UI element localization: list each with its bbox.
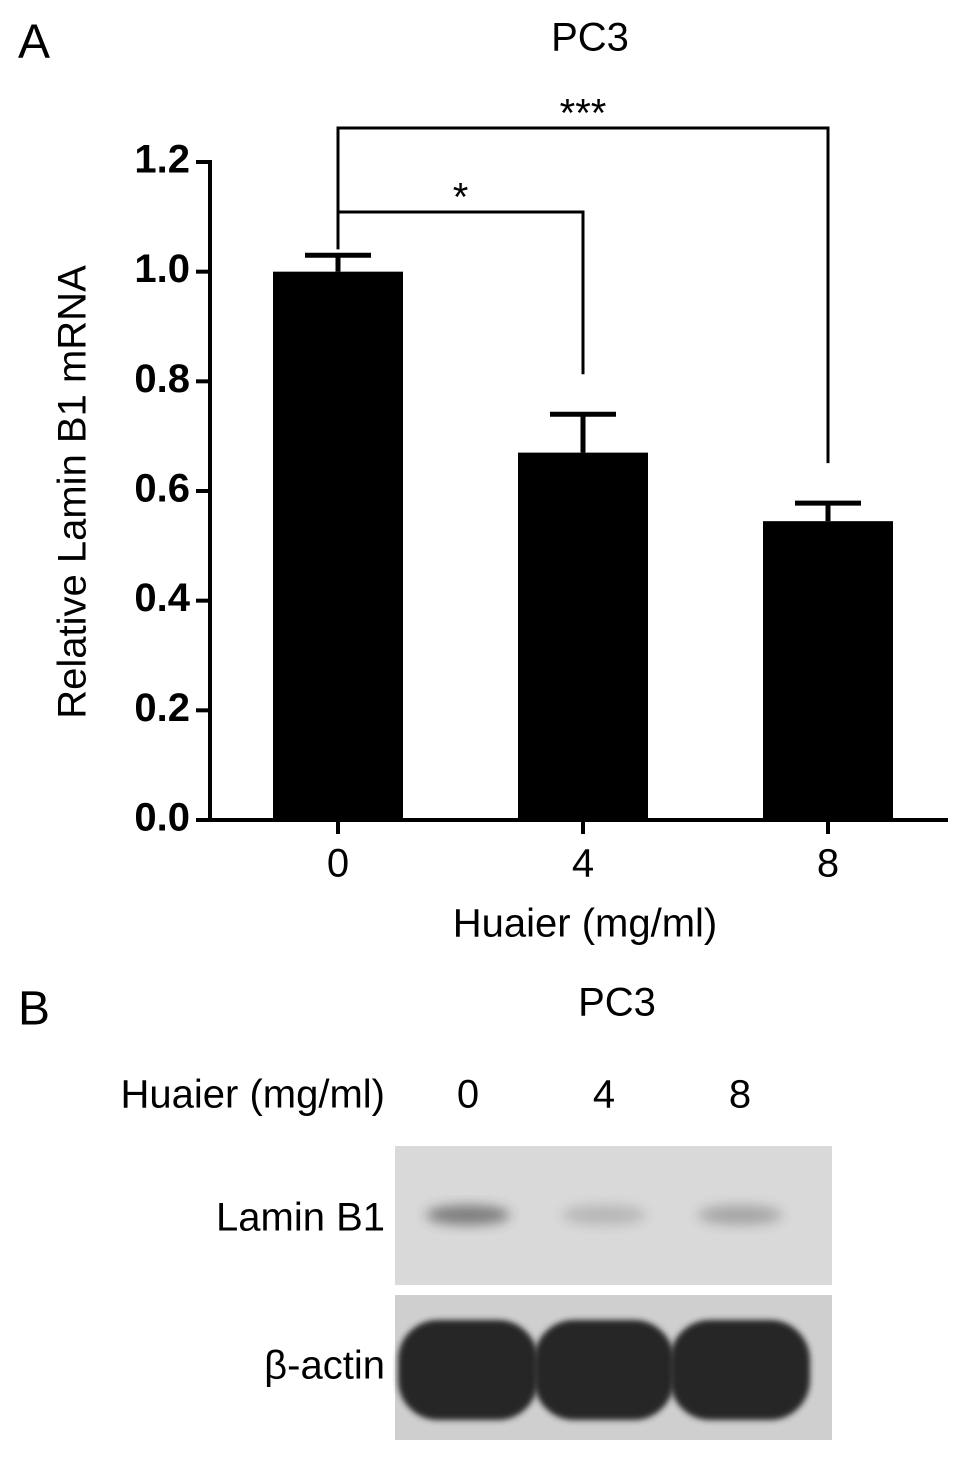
y-tick-label: 0.0: [134, 796, 190, 840]
significance-bracket: [336, 126, 830, 464]
y-tick-label: 0.8: [134, 357, 190, 401]
error-bar: [305, 252, 371, 272]
y-axis-label: Relative Lamin B1 mRNA: [51, 265, 95, 719]
x-tick-label: 0: [327, 842, 349, 886]
blot-title: PC3: [578, 981, 656, 1025]
bar: [273, 271, 403, 821]
chart-title: PC3: [551, 16, 629, 60]
y-tick-label: 1.2: [134, 138, 190, 182]
row-label: β-actin: [264, 1344, 385, 1388]
lane-label: 8: [729, 1073, 751, 1117]
lane-label: 4: [593, 1073, 615, 1117]
blot-condition-label: Huaier (mg/ml): [121, 1073, 385, 1117]
band: [534, 1320, 674, 1420]
band: [398, 1320, 538, 1420]
significance-label: ***: [560, 92, 607, 136]
panel-label: B: [18, 983, 50, 1036]
y-tick-label: 0.4: [134, 576, 190, 620]
band: [670, 1320, 810, 1420]
y-tick-label: 1.0: [134, 247, 190, 291]
band: [426, 1205, 510, 1225]
row-label: Lamin B1: [216, 1196, 385, 1240]
panel-label: A: [18, 16, 50, 69]
y-tick-label: 0.6: [134, 467, 190, 511]
band: [698, 1205, 782, 1225]
error-bar: [550, 411, 616, 453]
blot-lanes: [398, 1205, 810, 1420]
lane-label: 0: [457, 1073, 479, 1117]
bar: [763, 521, 893, 820]
x-tick-label: 4: [572, 842, 594, 886]
band: [562, 1205, 646, 1225]
x-axis-label: Huaier (mg/ml): [453, 902, 717, 946]
y-tick-label: 0.2: [134, 686, 190, 730]
bar: [518, 452, 648, 820]
significance-label: *: [453, 176, 469, 220]
error-bar: [795, 500, 861, 522]
x-tick-label: 8: [817, 842, 839, 886]
